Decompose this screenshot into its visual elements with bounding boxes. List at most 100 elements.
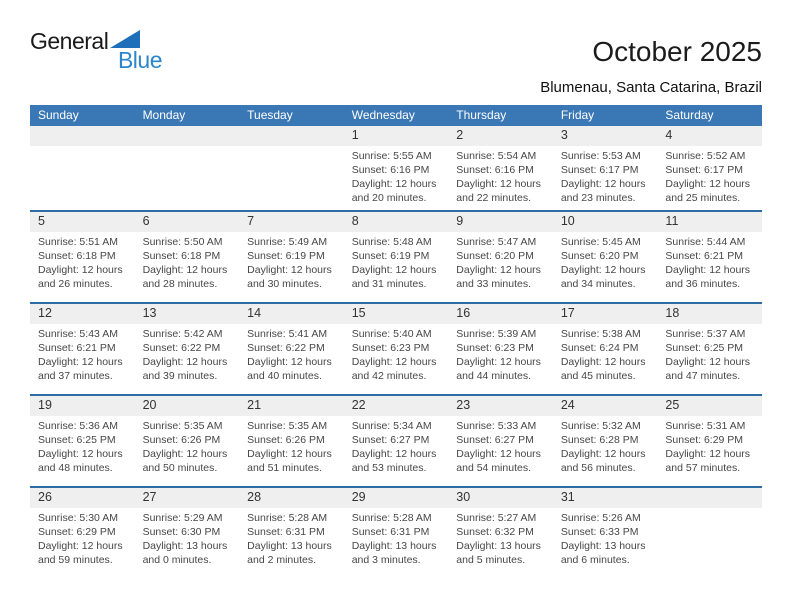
day-daylight: Daylight: 12 hours and 57 minutes. <box>665 448 751 474</box>
day-cell: 2 Sunrise: 5:54 AM Sunset: 6:16 PM Daylight… <box>448 126 553 210</box>
day-sunrise: Sunrise: 5:28 AM <box>351 512 432 524</box>
week-row: 19 Sunrise: 5:36 AM Sunset: 6:25 PM Dayligh… <box>30 394 762 486</box>
week-row: 12 Sunrise: 5:43 AM Sunset: 6:21 PM Dayligh… <box>30 302 762 394</box>
day-details <box>135 146 240 149</box>
day-cell: 29 Sunrise: 5:28 AM Sunset: 6:31 PM Dayligh… <box>343 488 449 578</box>
day-daylight: Daylight: 12 hours and 48 minutes. <box>38 448 123 474</box>
day-number: 2 <box>448 126 553 146</box>
day-daylight: Daylight: 12 hours and 23 minutes. <box>560 178 646 204</box>
day-sunrise: Sunrise: 5:31 AM <box>665 420 746 432</box>
day-daylight: Daylight: 12 hours and 44 minutes. <box>456 356 541 382</box>
day-cell: 26 Sunrise: 5:30 AM Sunset: 6:29 PM Dayligh… <box>30 488 135 578</box>
day-details <box>30 146 135 149</box>
day-details: Sunrise: 5:32 AM Sunset: 6:28 PM Daylight:… <box>553 416 658 475</box>
week-row: 1 Sunrise: 5:55 AM Sunset: 6:16 PM Daylight… <box>30 126 762 210</box>
day-number: 1 <box>343 126 449 146</box>
day-sunrise: Sunrise: 5:37 AM <box>665 328 746 340</box>
day-sunrise: Sunrise: 5:35 AM <box>142 420 223 432</box>
day-sunrise: Sunrise: 5:35 AM <box>247 420 328 432</box>
day-header-wednesday: Wednesday <box>351 108 415 122</box>
day-sunrise: Sunrise: 5:38 AM <box>560 328 641 340</box>
day-cell: 25 Sunrise: 5:31 AM Sunset: 6:29 PM Dayligh… <box>657 396 762 486</box>
weekday-header-row: Sunday Monday Tuesday Wednesday Thursday Frid… <box>30 105 762 126</box>
day-daylight: Daylight: 12 hours and 54 minutes. <box>456 448 541 474</box>
day-header-monday: Monday <box>142 108 186 122</box>
day-number: 14 <box>239 304 344 324</box>
day-sunset: Sunset: 6:17 PM <box>560 164 639 176</box>
day-number: 21 <box>239 396 344 416</box>
day-header-sunday: Sunday <box>38 108 79 122</box>
day-number <box>239 126 344 146</box>
day-sunset: Sunset: 6:21 PM <box>665 250 744 262</box>
day-cell: 15 Sunrise: 5:40 AM Sunset: 6:23 PM Dayligh… <box>343 304 449 394</box>
day-daylight: Daylight: 12 hours and 39 minutes. <box>142 356 228 382</box>
day-cell: 4 Sunrise: 5:52 AM Sunset: 6:17 PM Daylight… <box>657 126 762 210</box>
day-daylight: Daylight: 12 hours and 50 minutes. <box>142 448 228 474</box>
day-number: 29 <box>343 488 449 508</box>
day-sunrise: Sunrise: 5:32 AM <box>560 420 641 432</box>
day-daylight: Daylight: 12 hours and 53 minutes. <box>351 448 437 474</box>
day-sunrise: Sunrise: 5:54 AM <box>456 150 537 162</box>
day-number: 6 <box>134 212 240 232</box>
day-cell <box>657 488 762 578</box>
day-details: Sunrise: 5:43 AM Sunset: 6:21 PM Daylight:… <box>30 324 135 383</box>
day-number: 16 <box>448 304 553 324</box>
day-daylight: Daylight: 13 hours and 5 minutes. <box>456 540 541 566</box>
day-sunrise: Sunrise: 5:42 AM <box>142 328 223 340</box>
day-sunrise: Sunrise: 5:40 AM <box>351 328 432 340</box>
day-daylight: Daylight: 12 hours and 34 minutes. <box>560 264 646 290</box>
general-blue-logo: General Blue <box>30 30 170 72</box>
day-details: Sunrise: 5:35 AM Sunset: 6:26 PM Daylight:… <box>135 416 240 475</box>
day-sunrise: Sunrise: 5:26 AM <box>560 512 641 524</box>
day-details: Sunrise: 5:48 AM Sunset: 6:19 PM Daylight:… <box>344 232 449 291</box>
day-details: Sunrise: 5:27 AM Sunset: 6:32 PM Daylight:… <box>448 508 553 567</box>
day-header-friday: Friday <box>560 108 595 122</box>
page-subtitle: Blumenau, Santa Catarina, Brazil <box>540 79 762 96</box>
day-number: 31 <box>552 488 658 508</box>
day-number: 17 <box>552 304 658 324</box>
day-daylight: Daylight: 12 hours and 47 minutes. <box>665 356 751 382</box>
day-details: Sunrise: 5:42 AM Sunset: 6:22 PM Daylight:… <box>135 324 240 383</box>
day-cell: 3 Sunrise: 5:53 AM Sunset: 6:17 PM Daylight… <box>552 126 658 210</box>
day-daylight: Daylight: 12 hours and 31 minutes. <box>351 264 437 290</box>
day-cell: 24 Sunrise: 5:32 AM Sunset: 6:28 PM Dayligh… <box>552 396 658 486</box>
day-sunrise: Sunrise: 5:34 AM <box>351 420 432 432</box>
day-daylight: Daylight: 12 hours and 30 minutes. <box>247 264 332 290</box>
day-cell: 13 Sunrise: 5:42 AM Sunset: 6:22 PM Dayligh… <box>134 304 240 394</box>
day-cell: 14 Sunrise: 5:41 AM Sunset: 6:22 PM Dayligh… <box>239 304 344 394</box>
day-sunset: Sunset: 6:27 PM <box>351 434 430 446</box>
day-sunset: Sunset: 6:21 PM <box>38 342 116 354</box>
day-number: 4 <box>657 126 762 146</box>
day-cell: 1 Sunrise: 5:55 AM Sunset: 6:16 PM Daylight… <box>343 126 449 210</box>
week-row: 26 Sunrise: 5:30 AM Sunset: 6:29 PM Dayligh… <box>30 486 762 578</box>
day-number: 20 <box>134 396 240 416</box>
month-calendar: Sunday Monday Tuesday Wednesday Thursday Frid… <box>30 105 762 578</box>
day-cell: 19 Sunrise: 5:36 AM Sunset: 6:25 PM Dayligh… <box>30 396 135 486</box>
day-sunset: Sunset: 6:18 PM <box>38 250 116 262</box>
calendar-body: 1 Sunrise: 5:55 AM Sunset: 6:16 PM Daylight… <box>30 126 762 578</box>
day-cell: 18 Sunrise: 5:37 AM Sunset: 6:25 PM Dayligh… <box>657 304 762 394</box>
day-cell: 23 Sunrise: 5:33 AM Sunset: 6:27 PM Dayligh… <box>448 396 553 486</box>
day-sunset: Sunset: 6:32 PM <box>456 526 534 538</box>
day-cell: 21 Sunrise: 5:35 AM Sunset: 6:26 PM Dayligh… <box>239 396 344 486</box>
day-sunrise: Sunrise: 5:50 AM <box>142 236 223 248</box>
day-number: 28 <box>239 488 344 508</box>
day-header-tuesday: Tuesday <box>247 108 293 122</box>
day-sunset: Sunset: 6:18 PM <box>142 250 221 262</box>
day-sunset: Sunset: 6:29 PM <box>38 526 116 538</box>
day-daylight: Daylight: 13 hours and 0 minutes. <box>142 540 228 566</box>
day-daylight: Daylight: 12 hours and 40 minutes. <box>247 356 332 382</box>
logo-text-blue: Blue <box>117 47 163 73</box>
day-details: Sunrise: 5:40 AM Sunset: 6:23 PM Daylight:… <box>344 324 449 383</box>
day-sunset: Sunset: 6:30 PM <box>142 526 221 538</box>
day-cell: 27 Sunrise: 5:29 AM Sunset: 6:30 PM Dayligh… <box>134 488 240 578</box>
day-sunrise: Sunrise: 5:36 AM <box>38 420 118 432</box>
day-cell <box>239 126 344 210</box>
day-sunset: Sunset: 6:17 PM <box>665 164 744 176</box>
day-sunset: Sunset: 6:22 PM <box>142 342 221 354</box>
day-details: Sunrise: 5:36 AM Sunset: 6:25 PM Daylight:… <box>30 416 135 475</box>
day-number <box>30 126 135 146</box>
day-sunrise: Sunrise: 5:41 AM <box>247 328 328 340</box>
day-daylight: Daylight: 12 hours and 59 minutes. <box>38 540 123 566</box>
